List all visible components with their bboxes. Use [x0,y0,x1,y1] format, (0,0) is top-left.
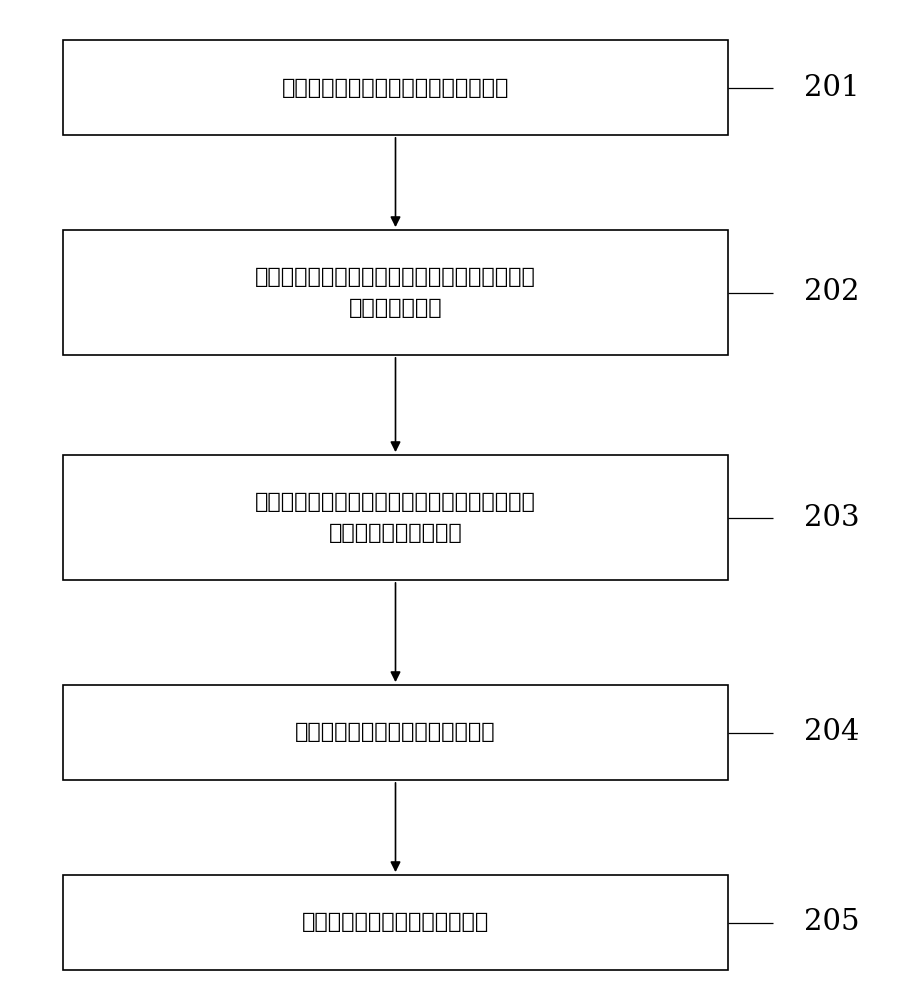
Text: 在所述导电插塞上形成导电凸块；: 在所述导电插塞上形成导电凸块； [295,722,495,742]
Text: 204: 204 [803,718,859,746]
Text: 在所述第一晶圆的背面形成通孔露出所述感光元
件的电连接部；: 在所述第一晶圆的背面形成通孔露出所述感光元 件的电连接部； [255,267,535,318]
Text: 205: 205 [803,908,859,936]
Text: 在所述感光元件上键合滤光片。: 在所述感光元件上键合滤光片。 [302,912,489,932]
Bar [63,455,727,580]
Text: 203: 203 [803,504,859,532]
Bar [63,40,727,135]
Bar [63,230,727,355]
Text: 201: 201 [803,74,859,102]
Text: 202: 202 [803,278,859,306]
Text: 在所述通孔内填充导电材料，形成导电插塞，与
所述电连接部电连通；: 在所述通孔内填充导电材料，形成导电插塞，与 所述电连接部电连通； [255,492,535,543]
Bar [63,685,727,780]
Bar [63,875,727,970]
Text: 提供形成有多个感光元件的第一晶圆；: 提供形成有多个感光元件的第一晶圆； [282,78,508,98]
